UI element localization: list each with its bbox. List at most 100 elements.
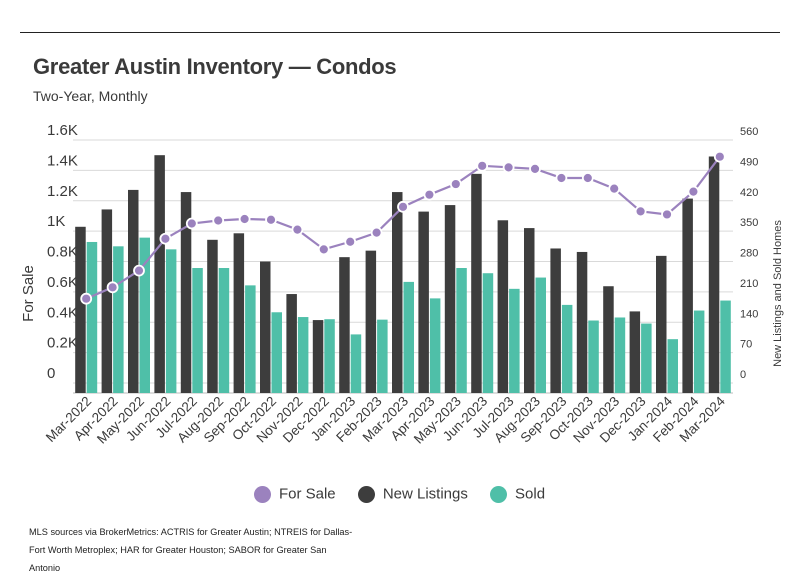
right-tick-label: 70 bbox=[740, 339, 752, 351]
bar-new-listings bbox=[207, 239, 218, 393]
point-for-sale bbox=[502, 161, 515, 174]
bar-sold bbox=[667, 339, 678, 393]
bar-sold bbox=[429, 298, 441, 393]
point-for-sale bbox=[555, 172, 568, 184]
point-for-sale bbox=[608, 182, 621, 195]
left-tick-label: 0 bbox=[47, 365, 55, 382]
bar-new-listings bbox=[154, 155, 165, 393]
point-for-sale bbox=[397, 200, 409, 213]
legend-swatch-new-listings bbox=[357, 485, 375, 503]
point-for-sale bbox=[687, 185, 700, 198]
bar-new-listings bbox=[260, 261, 271, 393]
right-tick-label: 210 bbox=[740, 278, 758, 290]
chart-title: Greater Austin Inventory — Condos bbox=[33, 54, 397, 79]
point-for-sale bbox=[344, 235, 357, 248]
bar-sold bbox=[456, 268, 467, 393]
right-tick-label: 280 bbox=[740, 248, 758, 260]
bar-sold bbox=[86, 241, 98, 393]
bar-sold bbox=[720, 300, 731, 393]
bar-new-listings bbox=[497, 220, 509, 393]
point-for-sale bbox=[317, 243, 330, 256]
bar-new-listings bbox=[682, 198, 693, 393]
bar-sold bbox=[535, 277, 546, 393]
right-tick-label: 420 bbox=[740, 187, 758, 199]
bar-new-listings bbox=[180, 192, 192, 393]
bar-sold bbox=[165, 249, 177, 393]
bar-sold bbox=[350, 334, 362, 393]
right-tick-label: 0 bbox=[740, 369, 746, 381]
legend-swatch-for-sale bbox=[253, 485, 271, 503]
bar-new-listings bbox=[128, 189, 139, 393]
bar-sold bbox=[297, 317, 309, 393]
point-for-sale bbox=[265, 213, 277, 226]
source-note: MLS sources via BrokerMetrics: ACTRIS fo… bbox=[29, 527, 353, 573]
point-for-sale bbox=[80, 292, 93, 305]
bar-sold bbox=[192, 268, 203, 393]
bar-new-listings bbox=[75, 226, 86, 393]
bar-new-listings bbox=[286, 294, 297, 393]
point-for-sale bbox=[529, 162, 541, 175]
left-tick-label: 1.6K bbox=[47, 122, 78, 139]
left-tick-label: 1.2K bbox=[47, 183, 78, 200]
point-for-sale bbox=[713, 150, 726, 163]
bar-new-listings bbox=[233, 233, 245, 393]
bar-new-listings bbox=[312, 320, 324, 393]
point-for-sale bbox=[661, 208, 673, 221]
bar-new-listings bbox=[365, 250, 377, 393]
bar-new-listings bbox=[524, 228, 535, 393]
bar-new-listings bbox=[629, 311, 641, 393]
right-tick-label: 140 bbox=[740, 308, 758, 320]
point-for-sale bbox=[212, 214, 225, 227]
legend-item-sold[interactable]: Sold bbox=[490, 485, 545, 503]
point-for-sale bbox=[106, 281, 119, 294]
bar-new-listings bbox=[418, 211, 429, 393]
bar-sold bbox=[641, 323, 652, 393]
point-for-sale bbox=[133, 264, 145, 277]
legend-item-new-listings[interactable]: New Listings bbox=[357, 485, 468, 503]
right-tick-label: 350 bbox=[740, 217, 758, 229]
bar-sold bbox=[482, 273, 494, 393]
point-for-sale bbox=[581, 172, 594, 184]
bar-sold bbox=[245, 285, 256, 393]
point-for-sale bbox=[370, 226, 383, 239]
bar-new-listings bbox=[392, 192, 403, 393]
right-tick-label: 560 bbox=[740, 126, 758, 138]
legend-label-sold: Sold bbox=[515, 485, 546, 503]
bar-sold bbox=[693, 310, 705, 393]
bar-new-listings bbox=[656, 255, 667, 393]
y-axis-title-right: New Listings and Sold Homes bbox=[772, 220, 784, 367]
point-for-sale bbox=[238, 213, 251, 225]
bar-sold bbox=[218, 268, 230, 393]
bar-sold bbox=[614, 317, 626, 393]
legend-label-for-sale: For Sale bbox=[278, 485, 336, 503]
left-tick-label: 0.6K bbox=[47, 274, 78, 291]
top-divider bbox=[20, 32, 780, 33]
chart-legend: For Sale New Listings Sold bbox=[0, 485, 799, 503]
left-tick-label: 1K bbox=[47, 213, 65, 230]
legend-label-new-listings: New Listings bbox=[382, 485, 468, 503]
bar-new-listings bbox=[576, 251, 588, 393]
bar-sold bbox=[324, 319, 335, 393]
point-for-sale bbox=[449, 178, 462, 190]
point-for-sale bbox=[185, 217, 198, 230]
bar-new-listings bbox=[339, 257, 350, 393]
left-tick-label: 1.4K bbox=[47, 152, 78, 169]
bar-sold bbox=[509, 288, 520, 393]
bar-new-listings bbox=[708, 156, 720, 393]
bar-new-listings bbox=[550, 248, 561, 393]
left-tick-label: 0.4K bbox=[47, 304, 78, 321]
point-for-sale bbox=[159, 232, 172, 245]
point-for-sale bbox=[634, 205, 647, 218]
bar-new-listings bbox=[603, 286, 614, 393]
legend-item-for-sale[interactable]: For Sale bbox=[253, 485, 336, 503]
bar-new-listings bbox=[101, 209, 113, 393]
legend-swatch-sold bbox=[490, 485, 508, 503]
bar-new-listings bbox=[444, 205, 456, 393]
bar-sold bbox=[271, 312, 282, 393]
chart-subtitle: Two-Year, Monthly bbox=[33, 88, 148, 104]
right-tick-label: 490 bbox=[740, 156, 758, 168]
bar-sold bbox=[113, 246, 124, 393]
y-axis-title-left: For Sale bbox=[20, 265, 37, 322]
bar-sold bbox=[139, 237, 150, 393]
